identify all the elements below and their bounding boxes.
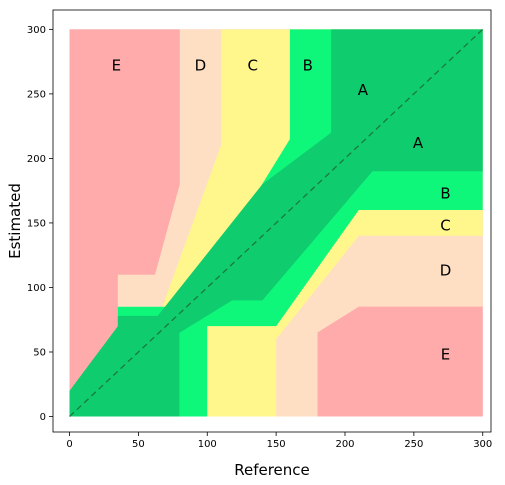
y-tick-label-200: 200 [27, 154, 46, 165]
zone-e-region-5 [69, 29, 180, 391]
x-axis-ticks: 0 50 100 150 200 250 300 [66, 432, 492, 450]
y-tick-label-100: 100 [27, 283, 46, 294]
zone-label-c-7: C [440, 217, 450, 235]
zone-label-e-0: E [112, 56, 121, 74]
plot-frame [52, 9, 492, 433]
x-axis-label: Reference [234, 461, 310, 479]
x-tick-label-250: 250 [404, 439, 423, 450]
x-tick-label-50: 50 [132, 439, 145, 450]
y-axis-label: Estimated [6, 183, 24, 259]
y-tick-label-250: 250 [27, 89, 46, 100]
x-tick-label-300: 300 [473, 439, 492, 450]
x-tick-label-100: 100 [198, 439, 217, 450]
zone-e-region-6 [317, 306, 483, 417]
x-tick-label-150: 150 [267, 439, 286, 450]
zone-label-a-5: A [413, 134, 424, 152]
zone-label-b-3: B [303, 56, 313, 74]
zone-label-a-4: A [358, 81, 369, 99]
y-tick-label-50: 50 [33, 347, 46, 358]
zone-c-region-7 [207, 326, 277, 417]
y-tick-label-300: 300 [27, 25, 46, 36]
y-tick-label-0: 0 [40, 412, 46, 423]
diagonal-line-group [69, 28, 484, 417]
x-tick-label-200: 200 [335, 439, 354, 450]
diagonal-line [69, 28, 484, 417]
zone-label-d-1: D [195, 56, 207, 74]
zone-label-c-2: C [247, 56, 257, 74]
zone-label-d-8: D [440, 262, 452, 280]
x-tick-label-0: 0 [66, 439, 72, 450]
y-axis-ticks: 0 50 100 150 200 250 300 [27, 25, 53, 423]
zone-label-b-6: B [440, 184, 450, 202]
zone-label-e-9: E [441, 346, 450, 364]
y-tick-label-150: 150 [27, 218, 46, 229]
